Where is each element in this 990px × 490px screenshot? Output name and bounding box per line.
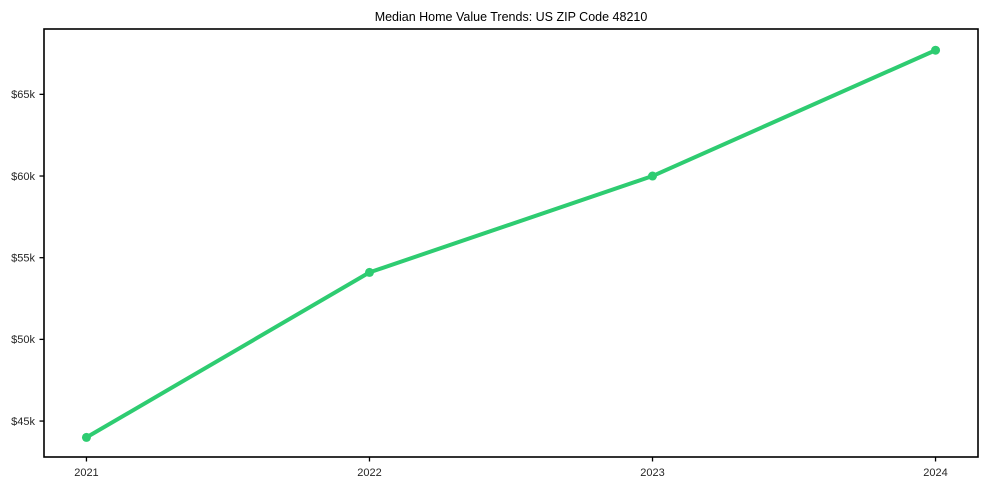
x-tick-label: 2023 <box>640 467 664 479</box>
x-axis: 2021 2022 2023 2024 <box>74 457 948 479</box>
data-point <box>364 267 374 277</box>
y-axis: $45k $50k $55k $60k $65k <box>11 89 44 428</box>
y-tick-label: $60k <box>11 171 35 183</box>
y-tick-label: $65k <box>11 89 35 101</box>
x-tick-label: 2022 <box>357 467 381 479</box>
data-point <box>648 171 658 181</box>
trend-line <box>84 48 938 440</box>
y-tick-label: $45k <box>11 416 35 428</box>
data-point <box>931 45 941 55</box>
x-tick-label: 2024 <box>923 467 947 479</box>
y-tick-label: $50k <box>11 334 35 346</box>
plot-area-border <box>43 28 979 458</box>
x-tick-label: 2021 <box>74 467 98 479</box>
chart-title: Median Home Value Trends: US ZIP Code 48… <box>375 10 648 24</box>
data-point <box>81 432 91 442</box>
series-group <box>81 45 941 442</box>
y-tick-label: $55k <box>11 253 35 265</box>
